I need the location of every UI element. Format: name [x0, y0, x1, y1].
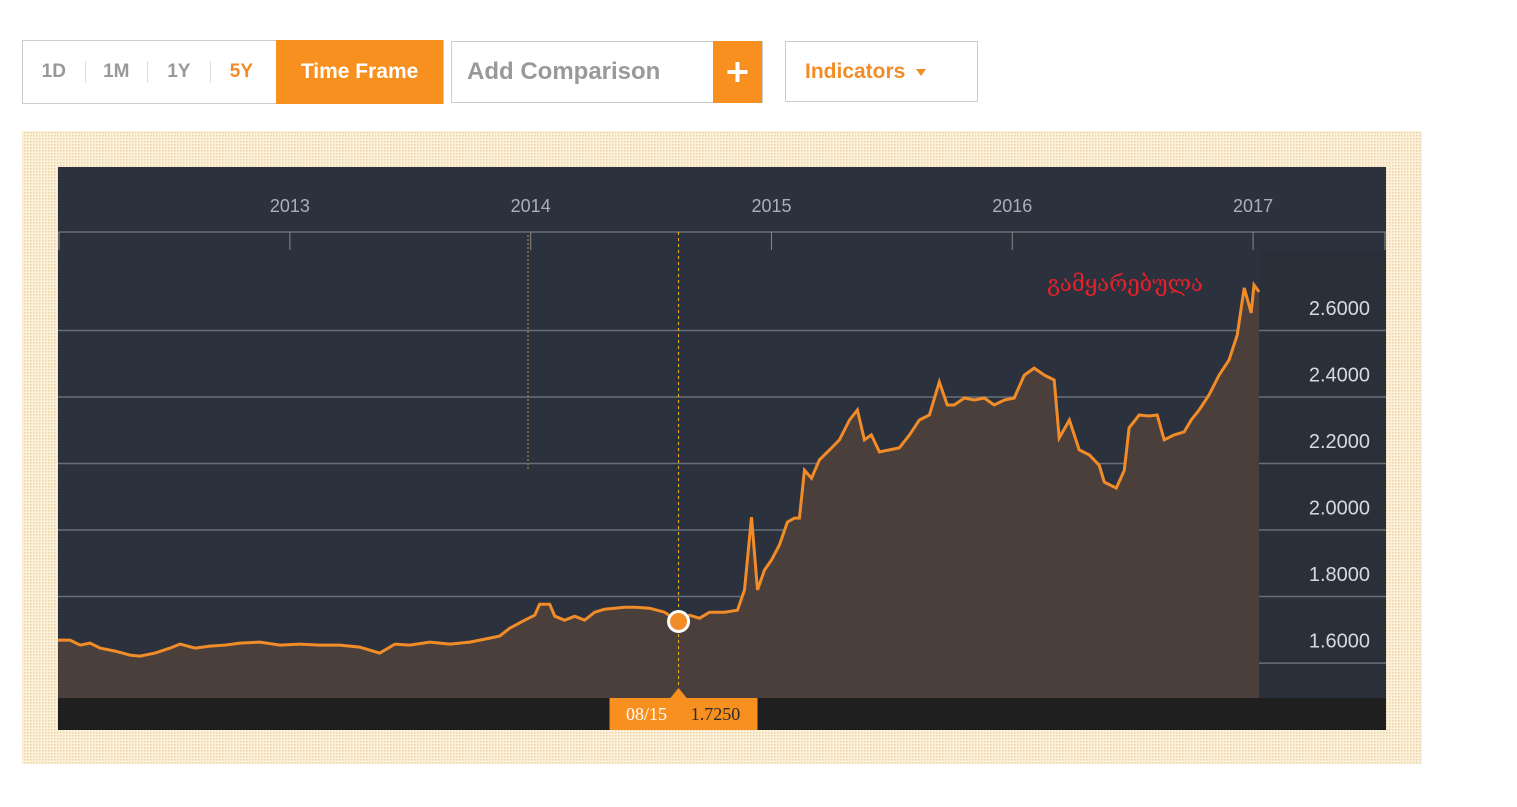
future-region [1259, 250, 1386, 698]
tooltip-value: 1.7250 [691, 704, 741, 724]
x-tick-label: 2014 [511, 196, 551, 216]
indicators-button[interactable]: Indicators [785, 41, 978, 102]
y-tick-label: 2.0000 [1309, 497, 1370, 519]
tooltip [609, 698, 758, 730]
y-tick-label: 1.8000 [1309, 564, 1370, 586]
x-tick-label: 2016 [992, 196, 1032, 216]
dropdown-arrow [916, 68, 927, 76]
range-button[interactable]: 1M [86, 61, 149, 83]
comparison-box: Add Comparison [451, 41, 763, 103]
range-button[interactable]: 1Y [148, 61, 211, 83]
comparison-input[interactable]: Add Comparison [467, 58, 661, 85]
x-tick-label: 2017 [1233, 196, 1273, 216]
indicators-label: Indicators [805, 59, 906, 83]
annotation: გამყარებულა [1047, 272, 1203, 297]
price-line [58, 280, 1261, 658]
add-button[interactable] [713, 41, 762, 103]
range-button[interactable]: 1D [23, 61, 86, 83]
time-frame-button[interactable]: Time Frame [276, 40, 443, 104]
x-tick-label: 2013 [270, 196, 310, 216]
y-tick-label: 2.6000 [1309, 298, 1370, 320]
range-selector: 1D 1M 1Y 5Y Time Frame [22, 40, 444, 104]
tooltip-date: 08/15 [626, 704, 667, 724]
tooltip-pointer [669, 688, 688, 699]
y-tick-label: 2.2000 [1309, 431, 1370, 453]
x-tick-label: 2015 [751, 196, 791, 216]
area-fill [58, 284, 1260, 698]
y-tick-label: 1.6000 [1309, 630, 1370, 652]
range-button[interactable]: 5Y [229, 61, 254, 82]
highlight-point [667, 610, 691, 634]
y-tick-label: 2.4000 [1309, 364, 1370, 386]
